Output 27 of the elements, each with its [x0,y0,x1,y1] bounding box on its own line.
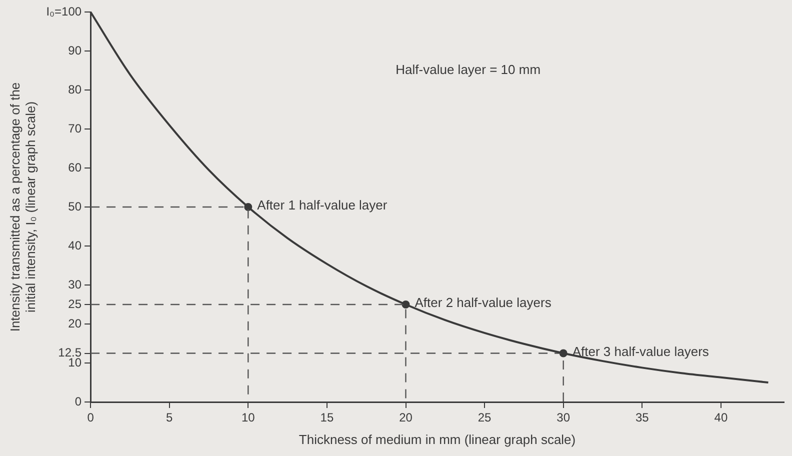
x-tick-label: 10 [241,410,256,425]
y-tick-label: 60 [68,160,82,174]
x-tick-label: 35 [635,410,650,425]
y-tick-label: 80 [68,82,82,96]
y-tick-label: 0 [74,394,82,408]
x-tick-label: 20 [399,410,413,425]
x-tick-label: 5 [166,410,173,425]
x-tick-label: 25 [478,410,492,425]
y-tick-label: 25 [68,296,82,311]
x-tick-label: 15 [320,410,334,425]
y-tick-label: 30 [68,277,82,292]
y-tick-label: I₀=100 [46,4,82,18]
annotation: After 3 half-value layers [572,344,710,359]
y-tick-label: 20 [68,316,82,330]
annotation: Half-value layer = 10 mm [396,62,541,78]
y-axis-title: Intensity transmitted as a percentage of the initial intensity, I₀ (linear graph scale) [7,82,38,332]
y-tick-label: 50 [68,199,82,214]
annotation: After 2 half-value layers [414,295,552,310]
y-tick-label: 70 [68,121,82,136]
y-tick-label: 40 [68,238,82,252]
y-tick-label: 10 [68,355,82,370]
x-tick-label: 0 [87,410,94,425]
x-tick-label: 30 [556,410,570,425]
x-tick-label: 40 [714,410,728,425]
x-axis-title: Thickness of medium in mm (linear graph scale) [298,432,576,447]
annotation: After 1 half-value layer [257,198,388,213]
y-tick-label: 90 [68,43,82,58]
